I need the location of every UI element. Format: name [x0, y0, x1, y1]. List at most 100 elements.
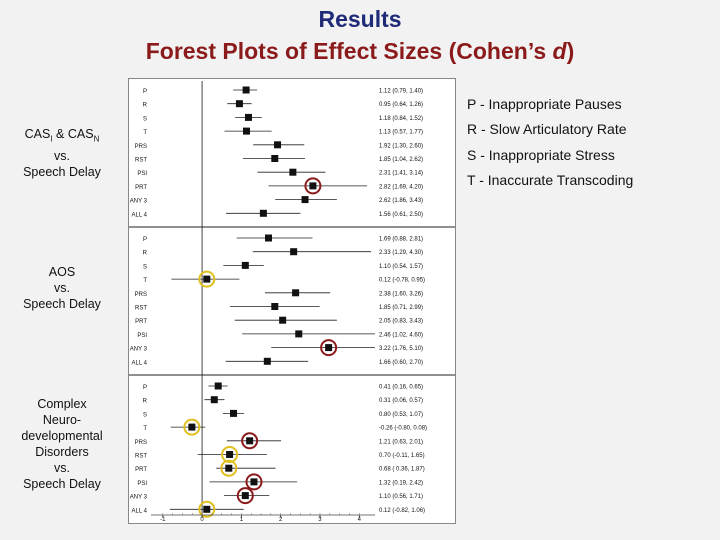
effect-marker [279, 316, 287, 324]
effect-marker [301, 196, 309, 204]
group-label-line: vs. [54, 281, 70, 295]
highlight-circle-red [304, 177, 322, 195]
group-label-line: vs. [54, 461, 70, 475]
row-label: PRT [135, 319, 147, 325]
effect-value-label: 0.12 (-0.78, 0.95) [379, 278, 425, 284]
effect-value-label: 2.46 (1.02, 4.60) [379, 332, 423, 338]
effect-value-label: 1.10 (0.56, 1.71) [379, 494, 423, 500]
effect-value-label: 1.66 (0.60, 2.70) [379, 360, 423, 366]
effect-value-label: 2.31 (1.41, 3.14) [379, 171, 423, 177]
effect-marker [263, 357, 271, 365]
group-label-line: developmental [21, 429, 103, 443]
effect-marker [244, 113, 252, 121]
effect-marker [226, 451, 234, 458]
x-tick-label: 1 [240, 517, 244, 523]
effect-marker [210, 396, 218, 404]
row-label: T [143, 426, 147, 432]
effect-marker [241, 492, 249, 500]
row-label: PRS [135, 292, 147, 298]
effect-value-label: 1.18 (0.84, 1.52) [379, 116, 423, 122]
group-label-line: Speech Delay [23, 164, 101, 179]
group-label-aos: AOS vs. Speech Delay [8, 264, 116, 312]
effect-value-label: 1.85 (1.04, 2.62) [379, 157, 423, 163]
group-label-line: Complex [37, 397, 87, 411]
effect-value-label: 1.32 (0.19, 2.42) [379, 480, 423, 486]
effect-marker [241, 261, 249, 269]
effect-value-label: 0.80 (0.53, 1.07) [379, 412, 423, 418]
row-label: ALL 4 [132, 212, 148, 218]
effect-marker [250, 478, 258, 486]
group-label-complex: Complex Neuro- developmental Disorders v… [8, 396, 116, 492]
highlight-circle-yellow [183, 418, 201, 436]
effect-value-label: 1.21 (0.63, 2.01) [379, 439, 423, 445]
legend-item-r: R - Slow Articulatory Rate [467, 121, 627, 137]
row-label: PRT [135, 185, 147, 191]
forest-plot-svg: P 1.12 (0.79, 1.40) R 0.95 (0.64, 1.26) S 1.1… [129, 81, 455, 523]
row-label: ALL 4 [132, 360, 148, 366]
row-label: PSI [137, 481, 147, 487]
effect-value-label: 0.70 (-0.11, 1.65) [379, 453, 425, 459]
highlight-circle-red [320, 339, 338, 357]
effect-marker [289, 168, 297, 176]
effect-marker [203, 505, 211, 513]
row-label: PSI [137, 171, 147, 177]
row-label: ALL 4 [132, 508, 148, 514]
effect-value-label: 1.69 (0.88, 2.81) [379, 237, 423, 243]
group-label-line: Disorders [35, 445, 89, 459]
highlight-circle-red [245, 473, 263, 491]
effect-value-label: 0.95 (0.64, 1.26) [379, 102, 423, 108]
highlight-circle-red [241, 432, 259, 450]
effect-marker [271, 155, 279, 162]
effect-value-label: 1.92 (1.30, 2.60) [379, 143, 423, 149]
legend-item-p: P - Inappropriate Pauses [467, 96, 622, 112]
row-label: P [143, 89, 147, 95]
effect-marker [265, 234, 273, 242]
effect-marker [325, 344, 333, 352]
effect-value-label: 2.05 (0.83, 3.43) [379, 319, 423, 325]
row-label: ANY 3 [130, 347, 148, 353]
subtitle-italic: d [552, 38, 567, 64]
effect-value-label: 2.38 (1.60, 3.26) [379, 291, 423, 297]
effect-value-label: -0.26 (-0.80, 0.08) [379, 426, 427, 432]
group-label-line: AOS [48, 265, 76, 279]
effect-value-label: 0.68 ( 0.36, 1.87) [379, 467, 425, 473]
effect-value-label: 2.33 (1.29, 4.30) [379, 250, 423, 256]
highlight-circle-yellow [220, 459, 238, 477]
effect-value-label: 0.41 (0.16, 0.65) [379, 385, 423, 391]
row-label: R [143, 399, 148, 405]
row-label: RST [135, 454, 147, 460]
effect-marker [242, 86, 250, 94]
row-label: RST [135, 158, 147, 164]
row-label: S [143, 116, 147, 122]
row-label: PRT [135, 467, 147, 473]
x-tick-label: 3 [318, 517, 322, 523]
effect-marker [292, 289, 300, 297]
group-label-line: Speech Delay [23, 477, 101, 491]
effect-value-label: 0.31 (0.06, 0.57) [379, 398, 423, 404]
effect-marker [290, 248, 298, 256]
row-label: RST [135, 306, 147, 312]
group-label-line: Neuro- [42, 413, 82, 427]
slide-subtitle: Forest Plots of Effect Sizes (Cohen’s d) [0, 38, 720, 65]
effect-marker [271, 303, 279, 310]
row-label: PSI [137, 333, 147, 339]
x-tick-label: 4 [358, 517, 362, 523]
group-label-line: vs. [54, 148, 70, 163]
effect-marker [188, 423, 196, 431]
legend-item-t: T - Inaccurate Transcoding [467, 172, 634, 188]
subtitle-suffix: ) [566, 38, 575, 64]
row-label: S [143, 264, 147, 270]
row-label: P [143, 385, 147, 391]
effect-marker [230, 409, 238, 417]
group-label-cas: CASI & CASN vs. Speech Delay [8, 126, 116, 180]
highlight-circle-yellow [198, 500, 216, 518]
row-label: R [143, 251, 148, 257]
effect-value-label: 1.13 (0.57, 1.77) [379, 130, 423, 136]
row-label: ANY 3 [130, 495, 148, 501]
forest-plot: P 1.12 (0.79, 1.40) R 0.95 (0.64, 1.26) S 1.1… [128, 78, 456, 524]
group-label-line: CASI & CASN [24, 127, 100, 144]
effect-value-label: 1.85 (0.71, 2.99) [379, 305, 423, 311]
effect-marker [203, 275, 211, 283]
group-label-line: Speech Delay [23, 297, 101, 311]
row-label: PRS [135, 440, 147, 446]
